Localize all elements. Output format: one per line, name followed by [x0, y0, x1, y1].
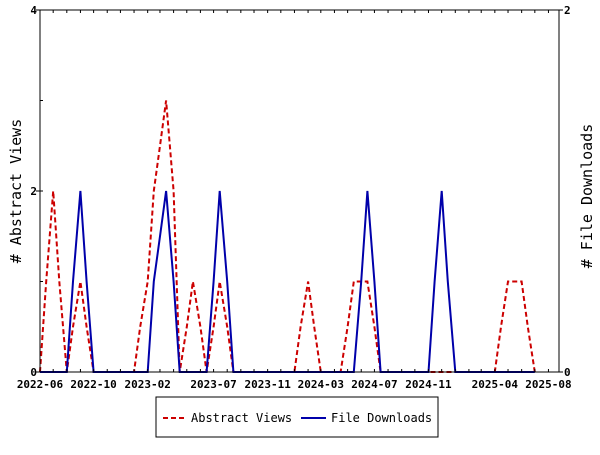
left-axis-title: # Abstract Views: [7, 119, 25, 264]
series-line-file-downloads: [40, 190, 535, 373]
series-layer: [39, 100, 536, 373]
right-y-tick-label: 2: [564, 4, 571, 17]
x-tick-label: 2022-10: [70, 378, 116, 391]
x-tick-label: 2023-02: [124, 378, 170, 391]
right-y-tick-label: 0: [564, 366, 571, 379]
right-axis-title: # File Downloads: [578, 124, 596, 269]
x-tick-label: 2022-06: [17, 378, 64, 391]
x-tick-label: 2024-07: [351, 378, 397, 391]
legend: Abstract Views File Downloads: [155, 396, 439, 438]
x-tick-label: 2023-07: [190, 378, 236, 391]
left-y-tick-label: 2: [30, 185, 37, 198]
legend-label-file-downloads: File Downloads: [331, 411, 432, 425]
left-y-tick-label: 0: [30, 366, 37, 379]
series-line-abstract-views: [39, 100, 536, 373]
ticks-layer: 2022-06 2022-10 2023-02 2023-07 2023-11 2024-…: [17, 4, 572, 391]
legend-box: [155, 396, 439, 438]
plot-frame: [39, 9, 560, 373]
legend-label-abstract-views: Abstract Views: [191, 411, 292, 425]
x-tick-label: 2024-03: [298, 378, 344, 391]
x-tick-label: 2025-04: [472, 378, 519, 391]
x-tick-label: 2024-11: [405, 378, 452, 391]
x-tick-label: 2023-11: [244, 378, 291, 391]
left-y-tick-label: 4: [30, 4, 37, 17]
x-tick-label: 2025-08: [525, 378, 571, 391]
